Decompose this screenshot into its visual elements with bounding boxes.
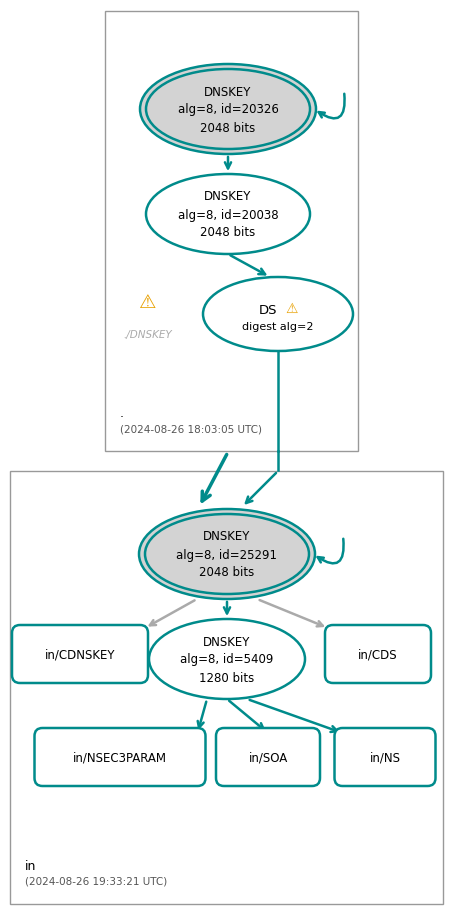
Ellipse shape xyxy=(203,278,353,352)
Text: ⚠: ⚠ xyxy=(139,293,157,312)
FancyBboxPatch shape xyxy=(325,625,431,683)
Text: in/SOA: in/SOA xyxy=(248,751,288,764)
Bar xyxy=(10,471,443,904)
Text: ./DNSKEY: ./DNSKEY xyxy=(124,330,173,340)
Text: DS: DS xyxy=(259,303,277,316)
FancyBboxPatch shape xyxy=(34,728,206,786)
Text: ⚠: ⚠ xyxy=(286,301,298,315)
Text: in/CDNSKEY: in/CDNSKEY xyxy=(45,648,115,661)
Text: (2024-08-26 19:33:21 UTC): (2024-08-26 19:33:21 UTC) xyxy=(25,876,167,886)
Text: in: in xyxy=(25,859,36,872)
FancyBboxPatch shape xyxy=(12,625,148,683)
Text: (2024-08-26 18:03:05 UTC): (2024-08-26 18:03:05 UTC) xyxy=(120,424,262,434)
Text: in/NS: in/NS xyxy=(370,751,400,764)
Ellipse shape xyxy=(140,65,316,154)
Text: digest alg=2: digest alg=2 xyxy=(242,322,314,332)
Text: DNSKEY
alg=8, id=5409
1280 bits: DNSKEY alg=8, id=5409 1280 bits xyxy=(180,635,274,684)
Text: .: . xyxy=(120,406,124,420)
Text: DNSKEY
alg=8, id=20038
2048 bits: DNSKEY alg=8, id=20038 2048 bits xyxy=(178,190,278,239)
Text: DNSKEY
alg=8, id=20326
2048 bits: DNSKEY alg=8, id=20326 2048 bits xyxy=(178,85,279,134)
Text: in/CDS: in/CDS xyxy=(358,648,398,661)
Text: in/NSEC3PARAM: in/NSEC3PARAM xyxy=(73,751,167,764)
Text: DNSKEY
alg=8, id=25291
2048 bits: DNSKEY alg=8, id=25291 2048 bits xyxy=(177,530,278,579)
Ellipse shape xyxy=(149,619,305,699)
Ellipse shape xyxy=(146,175,310,255)
FancyBboxPatch shape xyxy=(334,728,435,786)
Ellipse shape xyxy=(139,509,315,599)
Bar xyxy=(105,12,358,451)
FancyBboxPatch shape xyxy=(216,728,320,786)
